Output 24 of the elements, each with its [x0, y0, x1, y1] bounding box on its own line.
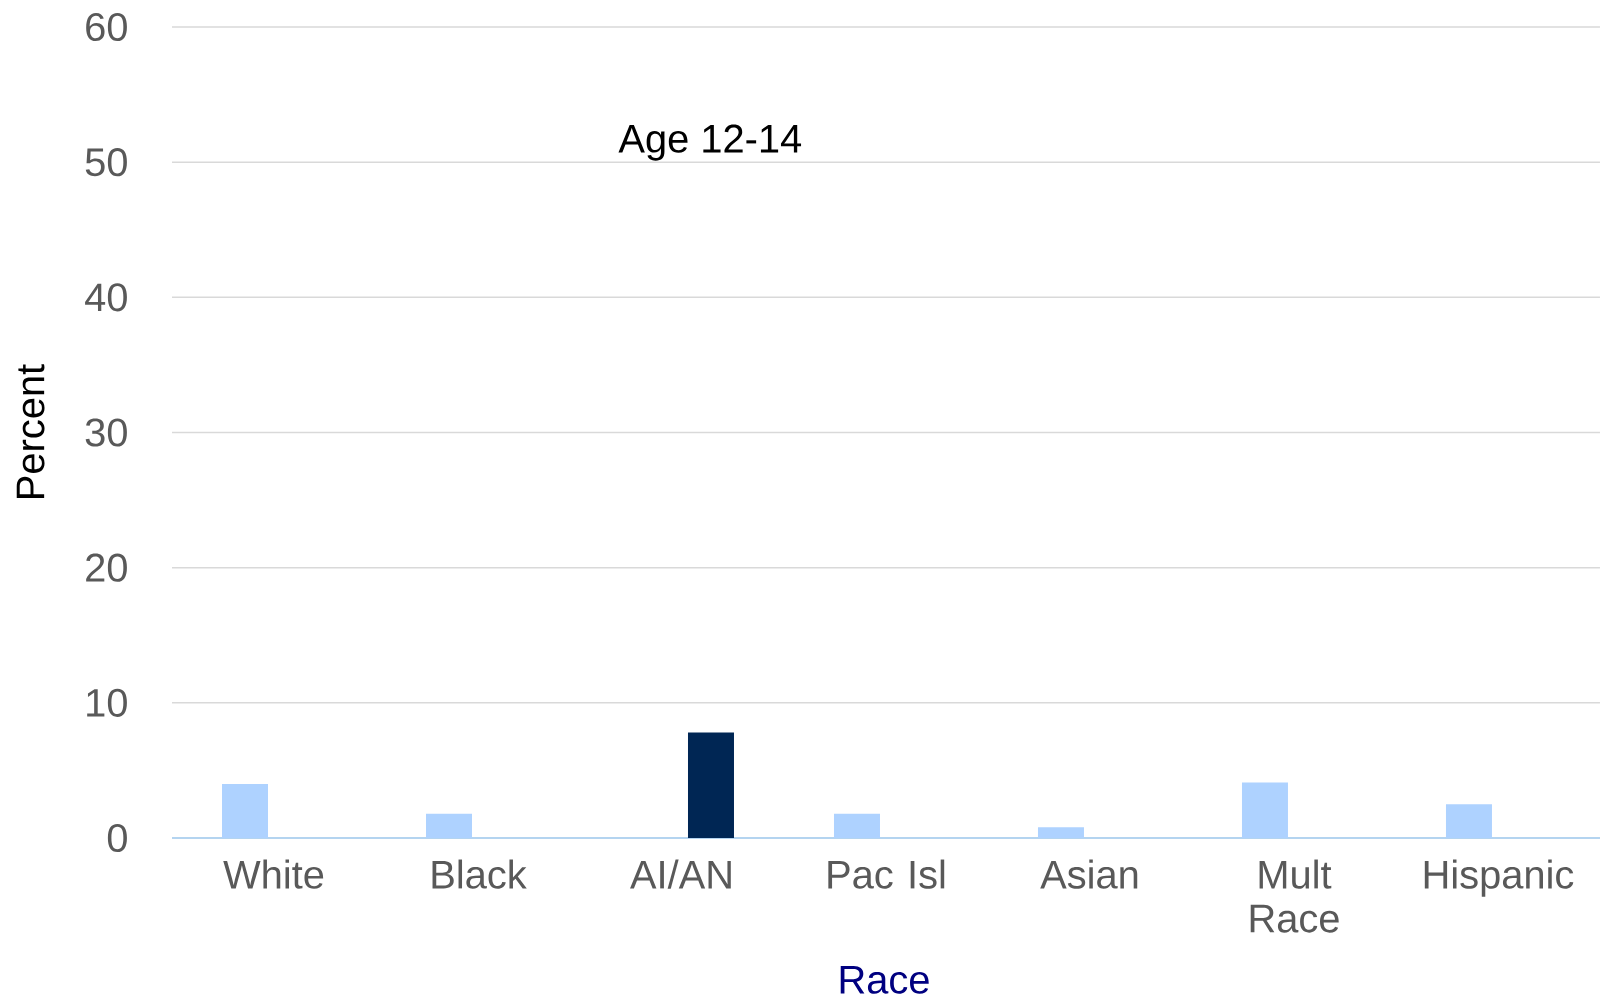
x-tick-label: Pac Isl [828, 859, 945, 889]
y-tick-label: 0 [107, 823, 127, 853]
y-tick-label: 30 [85, 418, 127, 447]
y-axis-title: Percent [16, 364, 45, 498]
x-tick-label: Hispanic [1424, 859, 1574, 897]
x-tick-label: White [223, 859, 324, 889]
y-tick-label: 20 [86, 553, 127, 582]
x-tick-label: Black [432, 859, 527, 889]
bar [1037, 827, 1084, 838]
x-tick-label: Mult Race [1250, 859, 1339, 933]
y-tick-label: 10 [87, 688, 127, 717]
bar [687, 732, 734, 838]
bar [1241, 782, 1288, 838]
y-tick-label: 40 [85, 283, 127, 312]
x-axis-title: Race [840, 966, 929, 994]
x-tick-label: Asian [1040, 859, 1138, 889]
bar [425, 813, 472, 838]
y-tick-label: 50 [85, 148, 127, 177]
bar [1445, 804, 1492, 838]
x-tick-label: AI/AN [630, 859, 731, 889]
bar [222, 783, 268, 838]
y-tick-label: 60 [86, 12, 127, 42]
text: Age 12-14 [618, 124, 802, 161]
bar [833, 813, 880, 838]
